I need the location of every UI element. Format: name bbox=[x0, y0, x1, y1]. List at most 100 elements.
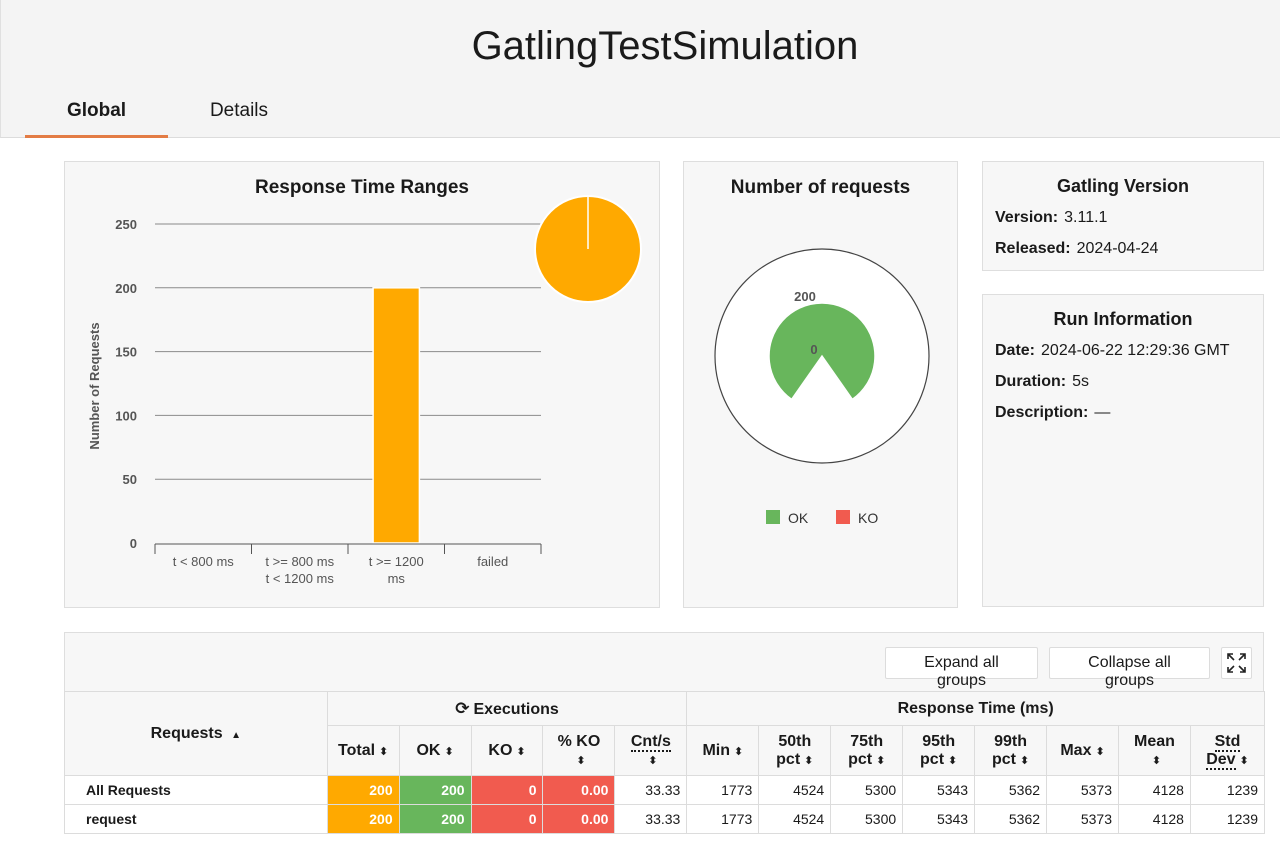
cell-mean: 4128 bbox=[1118, 804, 1191, 834]
cell-p75: 5300 bbox=[830, 775, 904, 805]
table-row[interactable]: request 200 200 0 0.00 33.33 1773 4524 5… bbox=[64, 804, 1266, 834]
released-line: Released: 2024-04-24 bbox=[995, 240, 1158, 258]
std-dev-column-header[interactable]: Std Dev ⬍ bbox=[1189, 725, 1266, 776]
version-value: 3.11.1 bbox=[1064, 209, 1108, 226]
sort-icon: ⬍ bbox=[1019, 754, 1030, 767]
duration-label: Duration: bbox=[995, 373, 1067, 390]
sort-icon: ⬍ bbox=[948, 754, 958, 767]
legend-ok-swatch[interactable] bbox=[766, 510, 780, 524]
run-information-panel: Run Information Date: 2024-06-22 12:29:36… bbox=[982, 294, 1264, 607]
date-label: Date: bbox=[995, 342, 1036, 359]
legend-ko-label[interactable]: KO bbox=[858, 510, 878, 526]
cell-p50: 4524 bbox=[758, 804, 832, 834]
requests-header-label: Requests bbox=[150, 724, 223, 742]
description-label: Description: bbox=[995, 404, 1089, 421]
cell-p95: 5343 bbox=[902, 804, 976, 834]
description-line: Description: — bbox=[995, 404, 1110, 422]
cell-min: 1773 bbox=[686, 775, 760, 805]
cell-ko: 0 bbox=[470, 804, 544, 834]
sort-icon: ⬍ bbox=[1239, 754, 1249, 767]
y-tick-label: 250 bbox=[115, 217, 137, 232]
pct-ko-column-header[interactable]: % KO ⬍ bbox=[542, 725, 616, 776]
x-tick-label: t >= 800 ms bbox=[265, 554, 334, 569]
cell-std: 1239 bbox=[1189, 804, 1266, 834]
cell-mean: 4128 bbox=[1118, 775, 1191, 805]
fullscreen-button[interactable] bbox=[1221, 647, 1252, 679]
cell-p99: 5362 bbox=[974, 804, 1048, 834]
cell-ok: 200 bbox=[398, 775, 472, 805]
cell-p95: 5343 bbox=[902, 775, 976, 805]
cell-cnt-s: 33.33 bbox=[614, 804, 688, 834]
response-time-ranges-panel: Response Time Ranges Number of Requests … bbox=[64, 161, 660, 608]
requests-column-header[interactable]: Requests ▲ bbox=[64, 691, 328, 776]
gauge-min-label: 0 bbox=[810, 342, 817, 357]
cell-max: 5373 bbox=[1046, 804, 1119, 834]
sort-icon: ⬍ bbox=[1151, 754, 1162, 767]
cell-ko: 0 bbox=[470, 775, 544, 805]
duration-value: 5s bbox=[1072, 373, 1090, 390]
x-tick-label: failed bbox=[477, 554, 508, 569]
sort-asc-icon: ▲ bbox=[231, 729, 242, 741]
chart-y-axis-label: Number of Requests bbox=[87, 322, 102, 449]
ko-column-header[interactable]: KO ⬍ bbox=[470, 725, 544, 776]
cell-cnt-s: 33.33 bbox=[614, 775, 688, 805]
description-value: — bbox=[1094, 404, 1111, 421]
version-line: Version: 3.11.1 bbox=[995, 209, 1107, 227]
cnt-s-column-header[interactable]: Cnt/s ⬍ bbox=[614, 725, 688, 776]
collapse-all-groups-button[interactable]: Collapse all groups bbox=[1049, 647, 1210, 689]
y-tick-label: 100 bbox=[115, 408, 137, 423]
executions-group-header: ⟳ Executions bbox=[326, 691, 688, 726]
number-of-requests-title: Number of requests bbox=[730, 177, 911, 198]
row-name[interactable]: All Requests bbox=[64, 775, 328, 805]
legend-ok-label[interactable]: OK bbox=[788, 510, 809, 526]
sort-icon: ⬍ bbox=[379, 745, 389, 758]
date-line: Date: 2024-06-22 12:29:36 GMT bbox=[995, 342, 1230, 360]
table-row[interactable]: All Requests 200 200 0 0.00 33.33 1773 4… bbox=[64, 775, 1266, 805]
released-value: 2024-04-24 bbox=[1076, 240, 1159, 257]
tab-details[interactable]: Details bbox=[209, 100, 269, 121]
total-column-header[interactable]: Total ⬍ bbox=[326, 725, 400, 776]
tab-global[interactable]: Global bbox=[25, 100, 168, 138]
run-information-title: Run Information bbox=[1053, 309, 1193, 329]
bar[interactable] bbox=[372, 287, 421, 544]
x-tick-label: t < 800 ms bbox=[173, 554, 235, 569]
sort-icon: ⬍ bbox=[444, 745, 454, 758]
version-label: Version: bbox=[995, 209, 1059, 226]
cell-p50: 4524 bbox=[758, 775, 832, 805]
gauge-max-label: 200 bbox=[794, 289, 816, 304]
gauge-ok-arc bbox=[768, 302, 876, 401]
statistics-table: Requests ▲ ⟳ Executions Response Time (ms… bbox=[64, 691, 1266, 834]
x-tick-label: t >= 1200 bbox=[369, 554, 424, 569]
released-label: Released: bbox=[995, 240, 1071, 257]
cell-total: 200 bbox=[326, 804, 400, 834]
row-name[interactable]: request bbox=[64, 804, 328, 834]
y-tick-label: 50 bbox=[123, 472, 137, 487]
cell-pct-ko: 0.00 bbox=[542, 775, 616, 805]
ok-column-header[interactable]: OK ⬍ bbox=[398, 725, 472, 776]
mean-column-header[interactable]: Mean ⬍ bbox=[1118, 725, 1191, 776]
x-tick-label: t < 1200 ms bbox=[266, 571, 335, 586]
p75-column-header[interactable]: 75th pct ⬍ bbox=[830, 725, 904, 776]
response-time-group-header: Response Time (ms) bbox=[686, 691, 1265, 726]
legend-ko-swatch[interactable] bbox=[836, 510, 850, 524]
p50-column-header[interactable]: 50th pct ⬍ bbox=[758, 725, 832, 776]
sort-icon: ⬍ bbox=[648, 754, 658, 767]
cell-min: 1773 bbox=[686, 804, 760, 834]
p99-column-header[interactable]: 99th pct ⬍ bbox=[974, 725, 1048, 776]
sort-icon: ⬍ bbox=[516, 745, 526, 758]
min-column-header[interactable]: Min ⬍ bbox=[686, 725, 760, 776]
sort-icon: ⬍ bbox=[576, 754, 586, 767]
cell-p75: 5300 bbox=[830, 804, 904, 834]
y-tick-label: 200 bbox=[115, 281, 137, 296]
sort-icon: ⬍ bbox=[1095, 745, 1105, 758]
expand-all-groups-button[interactable]: Expand all groups bbox=[885, 647, 1038, 689]
cell-ok: 200 bbox=[398, 804, 472, 834]
y-tick-label: 150 bbox=[115, 345, 137, 360]
sort-icon: ⬍ bbox=[876, 754, 886, 767]
fullscreen-icon bbox=[1227, 653, 1246, 673]
p95-column-header[interactable]: 95th pct ⬍ bbox=[902, 725, 976, 776]
max-column-header[interactable]: Max ⬍ bbox=[1046, 725, 1119, 776]
response-time-ranges-chart: Number of Requests 0 50 100 150 200 250 t < 8… bbox=[87, 195, 642, 586]
y-tick-label: 0 bbox=[130, 536, 137, 551]
executions-header-label: Executions bbox=[473, 700, 559, 718]
